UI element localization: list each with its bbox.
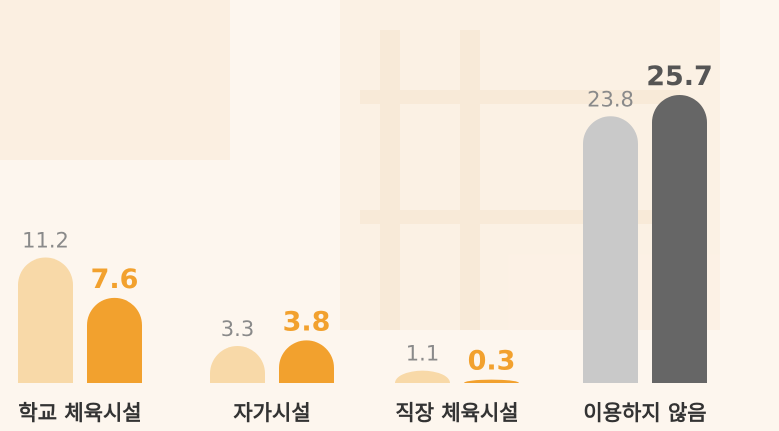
x-tick-label: 직장 체육시설 [395,401,518,425]
page: 학교 체육시설 11.2 7.6 자가시설 3.3 3.8 직장 체육시설 1.1 0.3 이용하… [0,0,779,431]
bar [210,346,265,383]
value-label: 25.7 [646,61,713,92]
x-tick-label: 자가시설 [233,401,310,425]
bar [395,371,450,383]
x-tick-label: 학교 체육시설 [18,401,141,425]
value-label: 11.2 [22,228,69,252]
bar [279,340,334,383]
bar [87,298,142,383]
value-label: 1.1 [406,342,439,366]
value-label: 7.6 [91,264,139,295]
x-tick-label: 이용하지 않음 [583,401,706,425]
value-label: 3.8 [283,306,331,337]
bar [18,257,73,383]
bar [583,116,638,383]
bg-shape [380,30,400,330]
value-label: 23.8 [587,87,634,111]
bg-shape [460,30,480,330]
bar [652,95,707,383]
chart: 학교 체육시설 11.2 7.6 자가시설 3.3 3.8 직장 체육시설 1.1 0.3 이용하… [0,0,779,431]
bar [464,380,519,383]
value-label: 0.3 [468,346,516,377]
value-label: 3.3 [221,317,254,341]
bg-shape [0,0,230,160]
